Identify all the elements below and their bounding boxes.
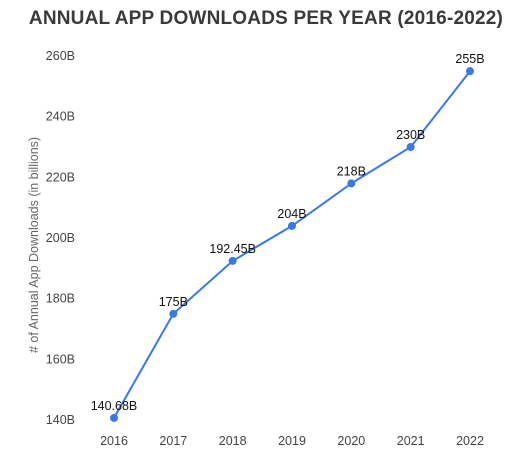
x-tick-label: 2022 [456,434,484,448]
data-point [347,179,356,188]
data-point [288,221,296,230]
data-label: 255B [455,52,484,66]
data-label: 175B [159,295,188,309]
x-tick-label: 2018 [219,434,247,448]
data-label: 204B [277,207,306,221]
data-point [169,309,178,318]
y-tick-label: 180B [46,292,75,306]
y-tick-label: 200B [46,231,75,245]
data-label: 218B [337,164,366,178]
data-point [406,143,415,151]
y-axis-label: # of Annual App Downloads (in billions) [27,137,41,353]
data-label: 192.45B [209,242,256,256]
data-label: 140.68B [91,399,138,413]
series-line [113,70,471,419]
y-tick-label: 220B [46,170,75,184]
x-tick-label: 2016 [100,434,128,448]
y-tick-label: 160B [46,352,75,366]
data-point [466,67,474,76]
data-point [110,413,118,422]
x-tick-label: 2019 [278,434,306,448]
data-label: 230B [396,128,425,142]
x-tick-label: 2020 [337,434,365,448]
x-tick-label: 2017 [159,434,187,448]
y-tick-label: 260B [46,49,75,63]
chart-title: ANNUAL APP DOWNLOADS PER YEAR (2016-2022… [28,8,504,29]
x-tick-label: 2021 [397,434,425,448]
y-tick-label: 240B [46,110,75,124]
data-point [228,256,237,265]
y-tick-label: 140B [46,413,75,427]
